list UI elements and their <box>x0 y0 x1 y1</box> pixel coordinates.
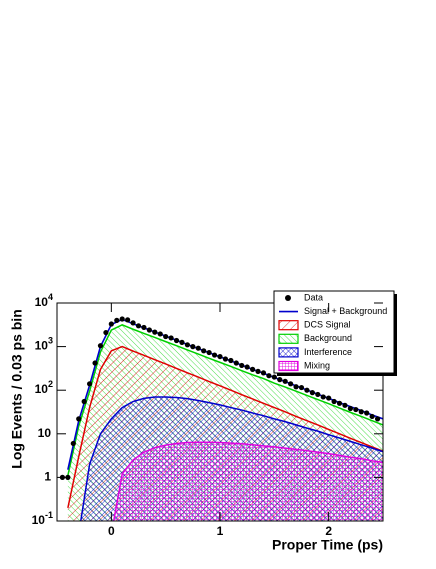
data-point <box>277 377 283 383</box>
data-point <box>190 344 196 350</box>
data-point <box>364 410 370 416</box>
y-tick-exponent: 2 <box>48 380 53 390</box>
data-point <box>239 362 245 369</box>
legend-label: Background <box>304 333 352 343</box>
area-outline <box>80 396 383 521</box>
data-point <box>119 316 125 322</box>
data-point <box>65 474 71 480</box>
data-point <box>81 398 87 405</box>
legend-label: Signal + Background <box>304 306 387 316</box>
data-point <box>206 349 212 356</box>
data-point <box>222 356 229 362</box>
data-point <box>152 329 158 335</box>
data-point <box>353 406 359 413</box>
data-point <box>184 342 190 348</box>
legend-label: Interference <box>304 347 352 357</box>
y-tick-base: 10 <box>32 513 46 527</box>
data-point <box>282 378 288 384</box>
area-fill <box>113 442 383 521</box>
y-tick-base: 10 <box>35 382 49 396</box>
y-tick-label: 104 <box>35 292 53 309</box>
y-tick-base: 10 <box>35 295 49 309</box>
data-point <box>168 335 174 341</box>
data-point <box>97 343 104 349</box>
x-axis-title: Proper Time (ps) <box>272 537 383 553</box>
data-point <box>173 337 180 344</box>
y-tick-exponent: -1 <box>45 510 53 520</box>
legend-marker <box>278 333 299 344</box>
legend-marker <box>278 320 299 331</box>
data-point <box>103 329 109 336</box>
data-point <box>179 339 185 345</box>
x-tick-label: 2 <box>325 524 332 538</box>
data-point <box>358 409 364 415</box>
data-point <box>211 352 218 358</box>
data-point <box>125 317 131 323</box>
data-point <box>293 384 299 390</box>
data-point <box>201 348 207 354</box>
data-point <box>146 327 152 333</box>
data-point <box>298 384 305 391</box>
y-tick-label: 103 <box>35 336 53 353</box>
y-tick-label: 10-1 <box>32 510 53 527</box>
y-tick-exponent: 4 <box>48 292 53 302</box>
data-point <box>114 317 120 323</box>
data-point <box>288 381 294 387</box>
data-point <box>342 402 348 408</box>
data-point <box>141 324 147 331</box>
legend-marker <box>285 295 291 301</box>
y-tick-label: 102 <box>35 380 53 397</box>
data-point <box>217 353 223 360</box>
x-tick-label: 0 <box>108 524 115 538</box>
legend-marker <box>278 347 299 358</box>
y-tick-exponent: 3 <box>48 336 53 346</box>
data-point <box>70 440 76 447</box>
data-point <box>250 366 256 372</box>
data-point <box>315 391 321 398</box>
y-tick-label: 1 <box>44 470 51 484</box>
data-point <box>320 394 326 400</box>
legend-marker <box>278 360 299 372</box>
data-point <box>266 373 272 379</box>
y-axis-title: Log Events / 0.03 ps bin <box>9 309 25 468</box>
data-point <box>244 364 250 370</box>
data-point <box>336 400 343 406</box>
data-point <box>228 357 234 364</box>
data-point <box>195 345 201 351</box>
data-point <box>271 374 277 380</box>
data-point <box>135 323 142 329</box>
data-point <box>309 390 315 396</box>
data-point <box>331 398 337 405</box>
legend: Data Signal + Background DCS Signal Backgro… <box>273 290 397 376</box>
area-outline <box>67 324 383 476</box>
data-point <box>157 331 163 337</box>
legend-box <box>273 290 395 374</box>
data-point <box>76 416 82 422</box>
y-tick-base: 10 <box>35 339 49 353</box>
data-point <box>233 360 239 366</box>
data-point <box>326 395 332 401</box>
data-point <box>374 416 381 422</box>
plot-area <box>59 316 383 521</box>
data-point <box>130 320 136 326</box>
area-outline <box>112 441 383 521</box>
legend-label: DCS Signal <box>304 320 351 330</box>
data-point <box>255 368 261 374</box>
data-point <box>347 405 353 412</box>
data-point <box>260 370 267 376</box>
x-tick-label: 1 <box>217 524 224 538</box>
data-point <box>304 387 310 393</box>
y-tick-label: 10 <box>38 426 52 440</box>
legend-label: Data <box>304 292 323 302</box>
area-outline <box>67 345 383 509</box>
data-point <box>163 333 169 340</box>
data-point <box>108 321 114 327</box>
data-point <box>92 360 98 366</box>
data-point <box>87 381 93 387</box>
legend-label: Mixing <box>304 360 330 370</box>
data-point <box>369 413 375 420</box>
